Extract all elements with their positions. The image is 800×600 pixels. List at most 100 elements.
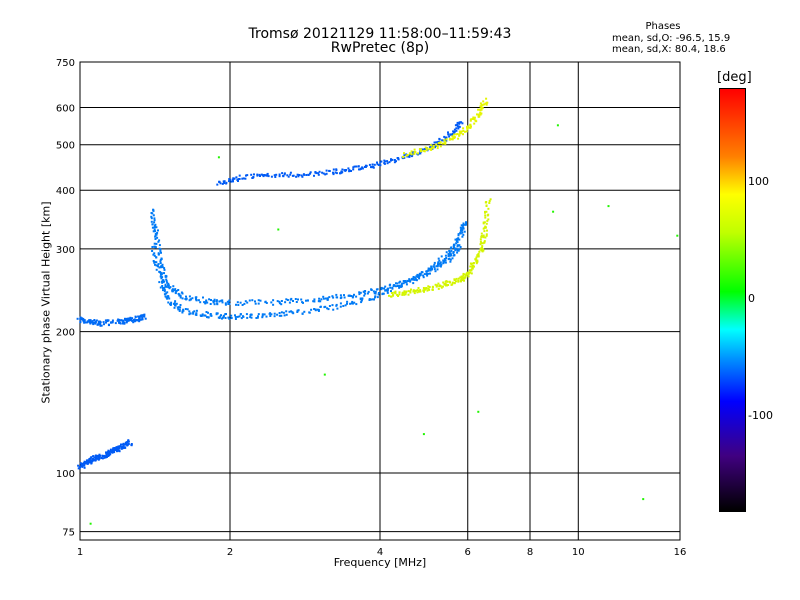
data-point xyxy=(391,292,394,294)
data-point xyxy=(270,313,273,316)
data-point xyxy=(364,290,367,292)
data-point xyxy=(203,301,206,304)
data-point xyxy=(398,293,401,296)
data-point xyxy=(389,286,392,289)
data-point xyxy=(457,279,460,282)
data-point xyxy=(452,130,455,133)
data-point xyxy=(155,264,158,267)
data-point xyxy=(440,255,443,258)
data-point xyxy=(437,261,440,264)
data-point xyxy=(443,258,446,260)
data-point xyxy=(482,248,485,251)
data-point xyxy=(368,163,371,166)
data-point xyxy=(243,302,246,305)
data-point xyxy=(442,259,445,262)
data-point xyxy=(422,149,425,152)
data-point xyxy=(479,102,482,105)
data-point xyxy=(120,443,122,446)
data-point xyxy=(163,267,166,270)
data-point xyxy=(405,153,408,156)
data-point xyxy=(123,446,126,449)
data-point xyxy=(79,321,82,324)
data-point xyxy=(77,464,80,467)
data-point xyxy=(317,172,320,175)
data-point xyxy=(469,126,472,129)
data-point xyxy=(221,182,224,185)
data-point xyxy=(422,433,425,436)
data-point xyxy=(95,319,98,322)
data-point xyxy=(467,275,470,278)
data-point xyxy=(267,175,270,178)
data-point xyxy=(381,293,384,296)
data-point xyxy=(116,319,119,322)
data-point xyxy=(167,284,169,287)
data-point xyxy=(270,175,273,178)
data-point xyxy=(93,321,95,324)
data-point xyxy=(154,238,157,240)
data-point xyxy=(360,299,363,302)
data-point xyxy=(180,291,183,294)
data-point xyxy=(294,298,297,300)
data-point xyxy=(326,297,329,300)
data-point xyxy=(481,246,483,249)
data-point xyxy=(326,307,329,310)
data-point xyxy=(272,299,275,302)
data-point xyxy=(335,303,338,306)
y-axis-label: Stationary phase Virtual Height [km] xyxy=(39,201,53,404)
data-point xyxy=(288,310,291,313)
data-point xyxy=(414,290,417,292)
data-point xyxy=(83,462,86,465)
data-point xyxy=(300,298,303,301)
data-point xyxy=(269,312,272,315)
data-point xyxy=(224,313,227,316)
data-point xyxy=(439,265,442,268)
data-point xyxy=(455,277,458,280)
data-point xyxy=(442,261,445,264)
data-point xyxy=(163,290,166,293)
data-point xyxy=(209,303,212,305)
data-point xyxy=(289,298,292,301)
data-point xyxy=(272,303,275,306)
data-point xyxy=(443,259,446,262)
data-point xyxy=(436,268,439,271)
data-point xyxy=(370,166,373,169)
data-point xyxy=(429,146,432,148)
data-point xyxy=(127,317,130,320)
data-point xyxy=(229,178,232,181)
data-point xyxy=(103,455,106,458)
data-point xyxy=(255,317,258,319)
data-point xyxy=(114,322,117,325)
data-point xyxy=(185,295,187,298)
data-point xyxy=(449,260,452,263)
data-point xyxy=(462,277,465,279)
data-point xyxy=(201,314,204,317)
data-point xyxy=(470,125,472,128)
data-point xyxy=(119,322,122,325)
phase-info-heading: Phases xyxy=(645,21,681,32)
data-point xyxy=(461,226,464,229)
data-point xyxy=(154,230,157,233)
data-point xyxy=(455,242,458,245)
data-point xyxy=(351,296,354,299)
data-point xyxy=(236,315,239,318)
data-point xyxy=(431,288,434,291)
data-point xyxy=(357,165,360,168)
data-point xyxy=(390,295,392,298)
data-point xyxy=(410,155,413,158)
data-point xyxy=(445,138,448,141)
data-point xyxy=(165,280,168,283)
data-point xyxy=(451,283,454,286)
data-point xyxy=(175,290,178,292)
data-point xyxy=(477,115,480,118)
data-point xyxy=(414,151,417,154)
data-point xyxy=(438,262,441,265)
data-point xyxy=(117,318,120,321)
data-point xyxy=(199,301,202,304)
data-point xyxy=(186,308,189,311)
data-point xyxy=(224,317,227,319)
data-point xyxy=(436,147,439,150)
data-point xyxy=(455,240,458,242)
data-point xyxy=(462,127,465,130)
data-point xyxy=(285,313,288,316)
data-point xyxy=(413,276,416,279)
